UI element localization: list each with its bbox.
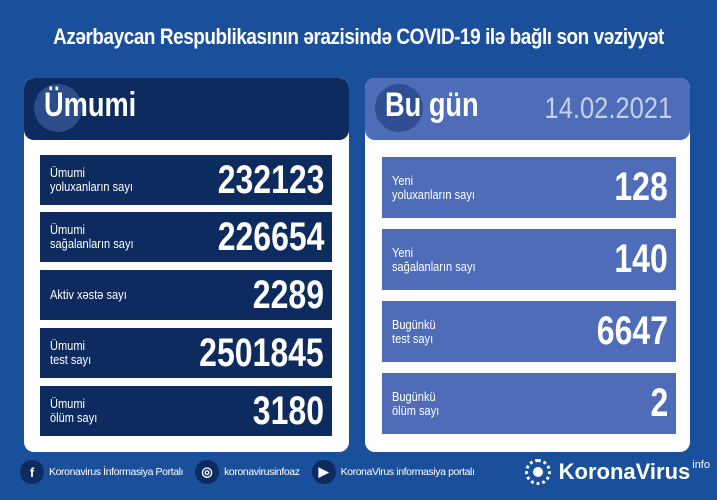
row-value: 226654: [217, 214, 324, 259]
brand-name: KoronaVirus: [558, 459, 691, 484]
today-panel: Bu gün 14.02.2021 Yeni yoluxanların sayı…: [365, 78, 690, 452]
koronavirus-logo: KoronaVirus info: [524, 459, 710, 485]
youtube-label: KoronaVirus informasiya portalı: [340, 466, 475, 478]
today-heading: Bu gün: [385, 86, 479, 124]
row-value: 140: [614, 237, 668, 281]
row-label: Ümumi sağalanların sayı: [50, 222, 134, 251]
brand-sup: info: [692, 459, 710, 471]
row-value: 3180: [252, 388, 324, 433]
today-row: Yeni sağalanların sayı 140: [382, 229, 676, 290]
row-value: 6647: [596, 309, 668, 353]
today-row: Bugünkü ölüm sayı 2: [382, 373, 676, 434]
today-date: 14.02.2021: [544, 92, 672, 125]
row-label: Yeni yoluxanların sayı: [392, 172, 475, 202]
total-row: Ümumi yoluxanların sayı 232123: [40, 155, 332, 205]
instagram-link[interactable]: ◎ koronavirusinfoaz: [195, 460, 300, 484]
virus-icon: [375, 84, 423, 132]
row-label: Bugünkü test sayı: [392, 316, 436, 346]
row-label: Bugünkü ölüm sayı: [392, 388, 440, 418]
row-label: Ümumi ölüm sayı: [50, 396, 98, 425]
facebook-link[interactable]: f Koronavirus İnformasiya Portalı: [20, 460, 183, 484]
total-row: Ümumi test sayı 2501845: [40, 328, 332, 378]
row-label: Aktiv xəstə sayı: [50, 287, 127, 302]
row-value: 232123: [217, 157, 324, 202]
virus-icon: [34, 84, 82, 132]
instagram-label: koronavirusinfoaz: [224, 466, 300, 478]
row-label: Yeni sağalanların sayı: [392, 244, 476, 274]
facebook-label: Koronavirus İnformasiya Portalı: [49, 466, 184, 478]
today-row: Yeni yoluxanların sayı 128: [382, 157, 676, 218]
youtube-link[interactable]: ▶ KoronaVirus informasiya portalı: [311, 460, 475, 484]
total-row: Ümumi ölüm sayı 3180: [40, 386, 332, 436]
total-panel: Ümumi Ümumi yoluxanların sayı 232123 Ümum…: [24, 78, 349, 452]
total-row: Aktiv xəstə sayı 2289: [40, 270, 332, 320]
row-label: Ümumi yoluxanların sayı: [50, 165, 133, 194]
sun-logo-icon: [524, 459, 551, 485]
row-value: 2: [650, 381, 668, 425]
row-value: 128: [614, 165, 668, 209]
total-heading: Ümumi: [44, 86, 137, 124]
today-header: Bu gün 14.02.2021: [365, 78, 690, 140]
row-value: 2289: [252, 272, 324, 317]
instagram-icon: ◎: [195, 460, 220, 484]
youtube-icon: ▶: [311, 460, 336, 484]
row-value: 2501845: [199, 330, 324, 375]
footer: f Koronavirus İnformasiya Portalı ◎ korona…: [20, 456, 710, 488]
row-label: Ümumi test sayı: [50, 338, 92, 367]
total-header: Ümumi: [24, 78, 349, 140]
total-row: Ümumi sağalanların sayı 226654: [40, 212, 332, 262]
facebook-icon: f: [20, 460, 44, 484]
page-title: Azərbaycan Respublikasının ərazisində CO…: [53, 24, 664, 49]
today-row: Bugünkü test sayı 6647: [382, 301, 676, 362]
